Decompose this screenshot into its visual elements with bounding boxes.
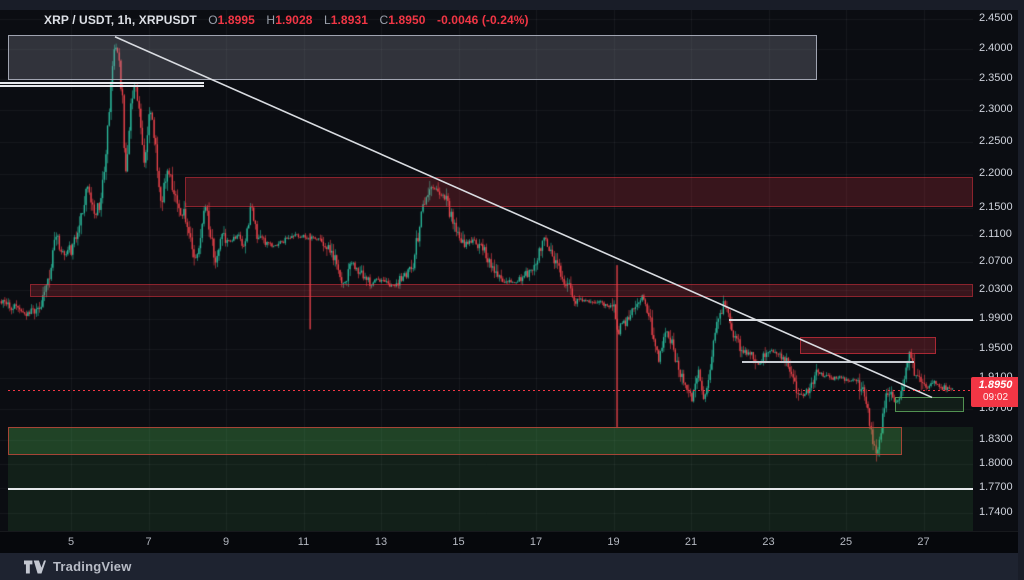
last-price-badge: 1.8950 09:02: [971, 377, 1020, 407]
window-right-edge: [1018, 0, 1024, 580]
time-tick-19: 19: [607, 536, 620, 548]
demand-zone-strong[interactable]: [7, 426, 902, 456]
resistance-line-b[interactable]: [0, 85, 204, 87]
high-value: 1.9028: [275, 13, 313, 27]
close-label: C: [379, 13, 389, 27]
price-tick-2.4500: 2.4500: [979, 12, 1013, 24]
price-tick-1.8000: 1.8000: [979, 457, 1013, 470]
time-tick-7: 7: [145, 536, 152, 548]
level-line-1.93[interactable]: [742, 360, 914, 363]
symbol-title[interactable]: XRP / USDT, 1h, XRPUSDT: [44, 13, 197, 27]
price-tick-2.3000: 2.3000: [979, 103, 1013, 116]
price-tick-2.3500: 2.3500: [979, 72, 1013, 85]
price-tick-2.2000: 2.2000: [979, 167, 1013, 180]
open-label: O: [208, 13, 218, 27]
zones-layer: [7, 34, 973, 531]
tradingview-logo-icon: [24, 560, 46, 573]
high-label: H: [266, 13, 276, 27]
time-tick-11: 11: [297, 536, 310, 548]
bar-countdown: 09:02: [982, 392, 1009, 403]
price-tick-1.7700: 1.7700: [979, 481, 1013, 494]
time-tick-25: 25: [839, 536, 853, 548]
change-value: -0.0046 (-0.24%): [437, 13, 529, 27]
bottom-bar: TradingView: [0, 553, 1024, 580]
low-label: L: [323, 13, 331, 27]
level-line-1.99[interactable]: [728, 319, 973, 321]
time-tick-13: 13: [374, 536, 388, 548]
descending-trendline[interactable]: [114, 36, 933, 399]
current-price-dotted-line: [7, 389, 973, 391]
price-tick-2.2500: 2.2500: [979, 134, 1013, 147]
time-tick-5: 5: [67, 536, 75, 548]
tradingview-logo[interactable]: TradingView: [24, 559, 132, 575]
supply-zone-right[interactable]: [799, 336, 936, 355]
time-tick-17: 17: [529, 536, 543, 548]
price-tick-1.9900: 1.9900: [979, 312, 1013, 325]
time-tick-27: 27: [917, 536, 930, 548]
price-tick-2.4000: 2.4000: [979, 41, 1013, 54]
tradingview-logo-text: TradingView: [53, 559, 132, 574]
trendline-layer: [114, 36, 933, 399]
lines-layer: [0, 82, 973, 490]
resistance-line-a[interactable]: [0, 82, 204, 84]
price-tick-2.1500: 2.1500: [979, 200, 1013, 213]
price-tick-2.1100: 2.1100: [979, 227, 1012, 240]
price-tick-1.8300: 1.8300: [979, 433, 1013, 446]
level-line-1.77[interactable]: [7, 488, 973, 490]
price-tick-1.9500: 1.9500: [979, 341, 1013, 354]
price-axis[interactable]: 1.8950 09:02 2.4500 2.4000 2.3500 2.3000 2.2…: [971, 0, 1024, 531]
supply-zone-mid[interactable]: [29, 284, 973, 297]
range-box-gray[interactable]: [7, 34, 817, 80]
candlestick-canvas[interactable]: [0, 0, 973, 531]
price-tick-1.7400: 1.7400: [979, 506, 1013, 518]
low-value: 1.8931: [330, 13, 369, 27]
time-axis[interactable]: 5 7 9 11 13 15 17 19 21 23 25 27: [0, 531, 1024, 553]
demand-zone-wide[interactable]: [7, 426, 973, 531]
open-value: 1.8995: [217, 13, 255, 27]
time-tick-9: 9: [222, 536, 230, 548]
symbol-legend[interactable]: XRP / USDT, 1h, XRPUSDT O1.8995 H1.9028 …: [44, 13, 529, 27]
last-price-value: 1.8950: [978, 379, 1013, 391]
window-top-edge: [0, 0, 1024, 10]
price-tick-2.0300: 2.0300: [979, 283, 1013, 296]
price-tick-2.0700: 2.0700: [979, 255, 1013, 268]
supply-zone-upper[interactable]: [184, 177, 973, 207]
demand-box-right[interactable]: [894, 397, 965, 413]
close-value: 1.8950: [388, 13, 426, 27]
time-tick-23: 23: [762, 536, 775, 548]
time-tick-21: 21: [684, 536, 698, 548]
time-tick-15: 15: [452, 536, 465, 548]
chart-pane[interactable]: [0, 0, 973, 531]
